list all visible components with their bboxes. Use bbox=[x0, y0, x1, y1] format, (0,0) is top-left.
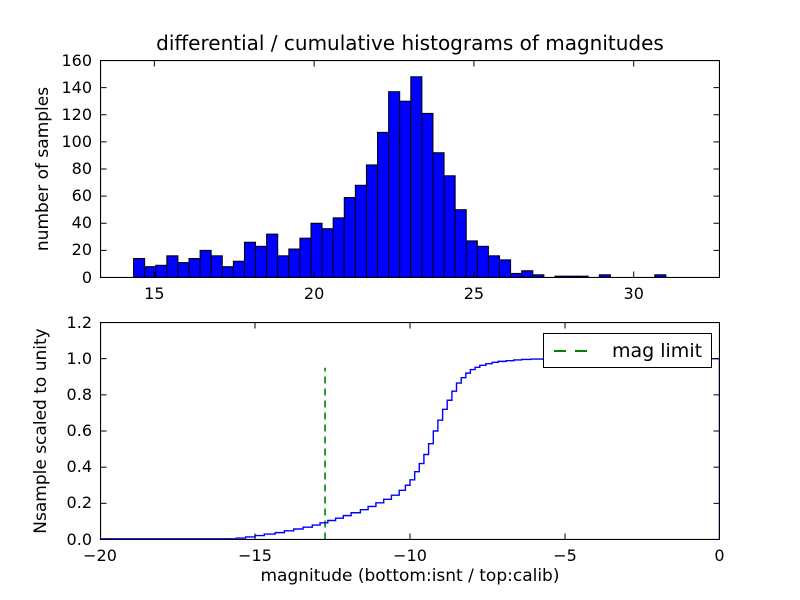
histogram-bar bbox=[299, 237, 312, 278]
y-tick-label: 0.6 bbox=[66, 421, 92, 440]
x-tick-label: −5 bbox=[553, 546, 577, 565]
y-tick-label: 60 bbox=[71, 186, 92, 206]
x-tick-label: −20 bbox=[83, 546, 117, 565]
histogram-bar bbox=[365, 164, 379, 278]
histogram-bar bbox=[487, 255, 501, 278]
y-tick-label: 0 bbox=[81, 267, 92, 287]
histogram-bar bbox=[188, 258, 201, 278]
histogram-bar bbox=[243, 241, 257, 278]
histogram-bar bbox=[343, 196, 356, 278]
histogram-bar bbox=[410, 76, 423, 278]
histogram-bar bbox=[499, 259, 512, 278]
y-tick-label: 0.0 bbox=[66, 529, 92, 549]
x-tick-label: 25 bbox=[463, 284, 485, 303]
histogram-bar bbox=[288, 248, 301, 278]
y-tick-label: 80 bbox=[71, 159, 92, 178]
histogram-bar bbox=[133, 258, 146, 278]
histogram-bar bbox=[166, 255, 179, 278]
bottom-axes bbox=[100, 322, 720, 540]
histogram-bar bbox=[421, 112, 434, 278]
histogram-bar bbox=[232, 260, 245, 278]
y-tick-label: 0.8 bbox=[66, 384, 92, 404]
y-tick-label: 160 bbox=[61, 50, 92, 70]
axes-frame bbox=[100, 322, 720, 540]
histogram-bar bbox=[321, 228, 334, 278]
x-tick-label: 20 bbox=[303, 284, 325, 303]
histogram-bar bbox=[210, 255, 223, 278]
histogram-bar bbox=[199, 249, 212, 278]
histogram-bar bbox=[332, 217, 345, 278]
histogram-bar bbox=[388, 91, 401, 278]
cumulative-step-line bbox=[100, 357, 720, 540]
histogram-bar bbox=[377, 131, 390, 278]
histogram-bar bbox=[399, 100, 412, 278]
histogram-bar bbox=[155, 264, 168, 278]
histogram-bar bbox=[310, 222, 323, 278]
legend-label: mag limit bbox=[612, 339, 703, 362]
x-tick-label: 30 bbox=[623, 284, 644, 303]
histogram-bar bbox=[454, 209, 467, 278]
histogram-bar bbox=[221, 266, 234, 278]
histogram-bar bbox=[277, 255, 290, 278]
x-tick-label: 15 bbox=[144, 284, 165, 303]
y-tick-label: 0.2 bbox=[66, 493, 92, 513]
axes-frame bbox=[100, 60, 720, 278]
histogram-bar bbox=[443, 175, 456, 278]
legend: mag limit bbox=[543, 333, 712, 368]
dashed-line-icon bbox=[554, 349, 596, 352]
histogram-bar bbox=[255, 245, 268, 278]
y-tick-label: 1.2 bbox=[66, 312, 92, 332]
histogram-bar bbox=[177, 262, 190, 278]
x-tick-label: −15 bbox=[238, 546, 272, 565]
y-tick-label: 40 bbox=[71, 213, 92, 233]
x-tick-label: 0 bbox=[714, 546, 725, 565]
x-axis-label: magnitude (bottom:isnt / top:calib) bbox=[260, 566, 560, 586]
y-tick-label: 140 bbox=[61, 77, 92, 97]
top-axes bbox=[100, 60, 720, 278]
histogram-bar bbox=[432, 152, 445, 278]
y-tick-label: 120 bbox=[61, 104, 92, 124]
y-tick-label: 20 bbox=[71, 240, 92, 260]
histogram-bar bbox=[354, 184, 367, 278]
histogram-bar bbox=[465, 240, 478, 278]
y-tick-label: 1.0 bbox=[66, 348, 92, 368]
histogram-bar bbox=[476, 245, 489, 278]
figure-title: differential / cumulative histograms of … bbox=[156, 31, 664, 55]
histogram-bar bbox=[521, 270, 534, 278]
y-tick-label: 100 bbox=[61, 131, 92, 151]
y-tick-label: 0.4 bbox=[66, 457, 92, 477]
x-tick-label: −10 bbox=[393, 546, 427, 565]
histogram-bar bbox=[510, 272, 523, 278]
histogram-bar bbox=[266, 233, 279, 278]
